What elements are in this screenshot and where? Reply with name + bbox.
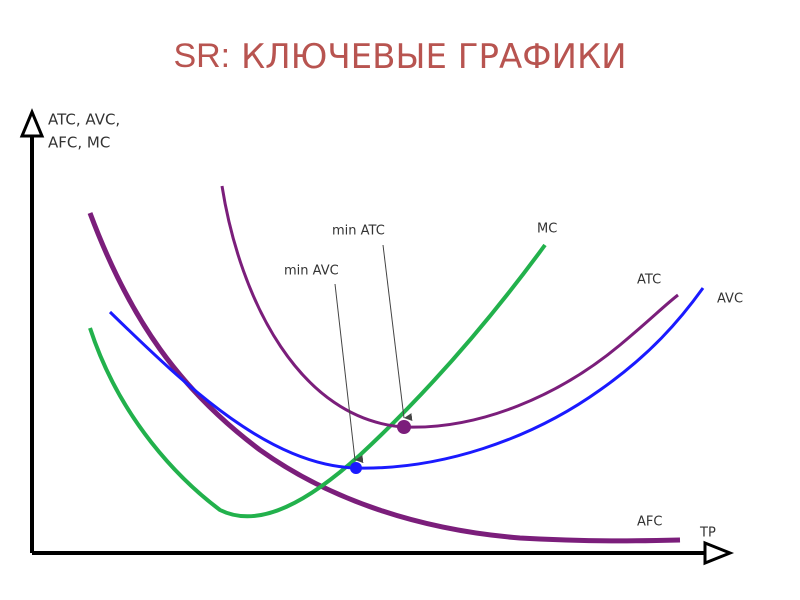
y-axis-label: AFC, MC	[48, 134, 110, 152]
min-avc-label: min AVC	[284, 264, 339, 279]
min-atc-label: min ATC	[332, 224, 385, 239]
title: SR: КЛЮЧЕВЫЕ ГРАФИКИ	[173, 37, 626, 77]
avc-curve	[108, 287, 705, 470]
atc-label: ATC	[637, 273, 661, 288]
min-avc-point	[350, 462, 362, 474]
x-axis-label: TP	[699, 526, 716, 541]
min-avc-arrow	[334, 283, 364, 464]
title-main: КЛЮЧЕВЫЕ ГРАФИКИ	[241, 37, 627, 77]
x-arrow	[703, 540, 735, 566]
mc-label: MC	[537, 222, 557, 237]
afc-curve	[87, 212, 681, 544]
atc-curve	[220, 185, 679, 429]
y-arrow	[19, 108, 45, 138]
min-atc-arrow	[382, 244, 413, 422]
min-atc-point	[397, 420, 411, 434]
y-axis-label: ATC, AVC,	[48, 111, 120, 129]
title-prefix: SR:	[173, 37, 230, 75]
afc-label: AFC	[637, 515, 662, 530]
avc-label: AVC	[717, 292, 743, 307]
mc-curve	[88, 243, 547, 519]
